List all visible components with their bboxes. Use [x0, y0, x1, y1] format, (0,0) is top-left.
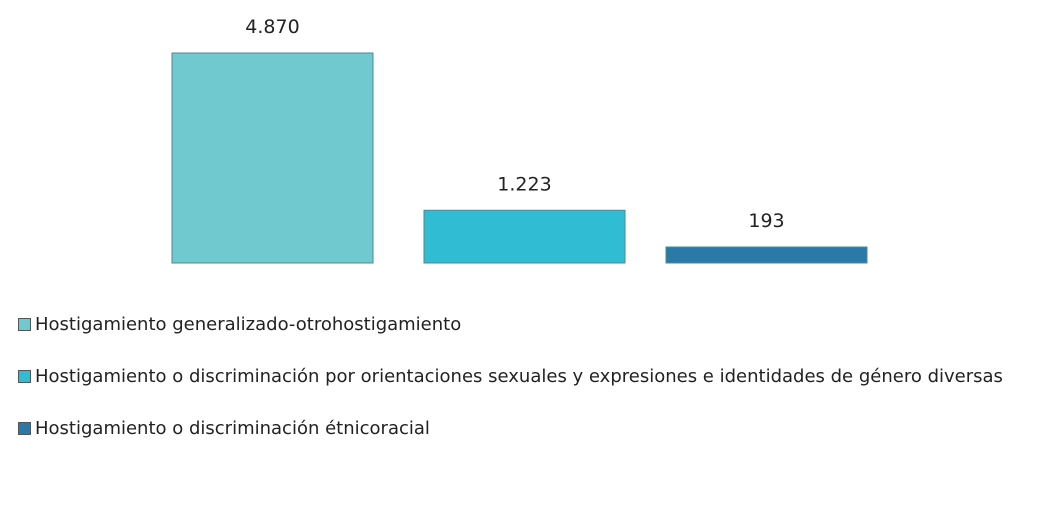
plot: 4.870 1.223 193: [171, 16, 868, 264]
legend-swatch: [18, 370, 31, 383]
data-label: 193: [748, 210, 784, 232]
legend-item: Hostigamiento o discriminación por orien…: [18, 360, 1048, 393]
bar: [423, 209, 626, 264]
bar: [171, 52, 374, 264]
data-label: 4.870: [245, 16, 299, 38]
data-label: 1.223: [497, 173, 551, 195]
legend-item: Hostigamiento generalizado-otrohostigami…: [18, 308, 1048, 341]
legend-swatch: [18, 422, 31, 435]
legend-label: Hostigamiento o discriminación étnicorac…: [35, 418, 430, 439]
legend-label: Hostigamiento generalizado-otrohostigami…: [35, 314, 462, 335]
legend-swatch: [18, 318, 31, 331]
legend-item: Hostigamiento o discriminación étnicorac…: [18, 412, 1048, 445]
legend-label: Hostigamiento o discriminación por orien…: [35, 366, 1003, 387]
legend: Hostigamiento generalizado-otrohostigami…: [18, 308, 1048, 464]
bar: [665, 246, 868, 264]
